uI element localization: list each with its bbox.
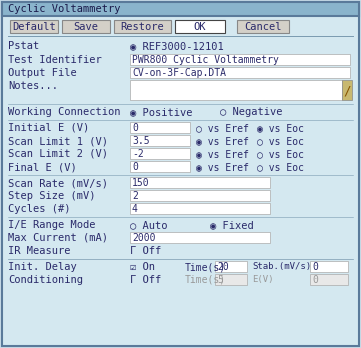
Text: Step Size (mV): Step Size (mV) — [8, 191, 96, 201]
Text: ◉ Fixed: ◉ Fixed — [210, 220, 254, 230]
Text: Cyclic Voltammetry: Cyclic Voltammetry — [8, 4, 121, 14]
Text: 150: 150 — [132, 178, 149, 188]
Text: Restore: Restore — [121, 22, 164, 32]
Text: ○ vs Eoc: ○ vs Eoc — [257, 162, 304, 172]
Text: Save: Save — [74, 22, 99, 32]
Bar — [175, 20, 225, 33]
Bar — [130, 135, 190, 146]
Bar — [2, 2, 359, 16]
Text: ◉ vs Eref: ◉ vs Eref — [196, 149, 249, 159]
Text: 0: 0 — [312, 275, 318, 285]
Text: Final E (V): Final E (V) — [8, 162, 77, 172]
Text: Γ Off: Γ Off — [130, 246, 161, 256]
Text: CV-on-3F-Cap.DTA: CV-on-3F-Cap.DTA — [132, 68, 226, 78]
Text: ◉ vs Eoc: ◉ vs Eoc — [257, 123, 304, 133]
Bar — [130, 54, 350, 65]
Text: Max Current (mA): Max Current (mA) — [8, 233, 108, 243]
Text: 5: 5 — [217, 275, 223, 285]
Text: 0: 0 — [132, 123, 138, 133]
Text: Pstat: Pstat — [8, 41, 39, 51]
Bar — [130, 177, 270, 188]
Bar — [130, 67, 350, 78]
Text: -2: -2 — [132, 149, 144, 159]
Text: ○ vs Eref: ○ vs Eref — [196, 123, 249, 133]
Text: ☑ On: ☑ On — [130, 262, 155, 272]
Text: Stab.(mV/s): Stab.(mV/s) — [252, 262, 311, 271]
Text: PWR800 Cyclic Voltammetry: PWR800 Cyclic Voltammetry — [132, 55, 279, 65]
Text: OK: OK — [194, 22, 206, 32]
Text: 0: 0 — [312, 262, 318, 272]
Text: IR Measure: IR Measure — [8, 246, 70, 256]
Text: 20: 20 — [217, 262, 229, 272]
Bar — [310, 261, 348, 272]
Text: 2000: 2000 — [132, 233, 156, 243]
Text: Time(s): Time(s) — [185, 262, 226, 272]
Text: ◉ vs Eref: ◉ vs Eref — [196, 162, 249, 172]
Text: Default: Default — [12, 22, 56, 32]
Bar — [237, 20, 289, 33]
Text: Working Connection: Working Connection — [8, 107, 121, 117]
Text: Cycles (#): Cycles (#) — [8, 204, 70, 214]
Text: 2: 2 — [132, 191, 138, 201]
Bar — [215, 261, 247, 272]
Text: Scan Limit 1 (V): Scan Limit 1 (V) — [8, 136, 108, 146]
Text: Time(s): Time(s) — [185, 275, 226, 285]
Text: Cancel: Cancel — [244, 22, 282, 32]
Text: ○ Negative: ○ Negative — [220, 107, 283, 117]
Text: ○ vs Eoc: ○ vs Eoc — [257, 136, 304, 146]
Bar — [215, 274, 247, 285]
Text: ◉ REF3000-12101: ◉ REF3000-12101 — [130, 41, 224, 51]
Text: Initial E (V): Initial E (V) — [8, 123, 89, 133]
Text: ◉ vs Eref: ◉ vs Eref — [196, 136, 249, 146]
Bar — [10, 20, 58, 33]
Text: Test Identifier: Test Identifier — [8, 55, 102, 65]
Bar — [130, 122, 190, 133]
Text: Conditioning: Conditioning — [8, 275, 83, 285]
Text: Scan Limit 2 (V): Scan Limit 2 (V) — [8, 149, 108, 159]
Bar — [114, 20, 171, 33]
Bar — [310, 274, 348, 285]
Text: ○ Auto: ○ Auto — [130, 220, 168, 230]
Text: ◉ Positive: ◉ Positive — [130, 107, 192, 117]
Text: /: / — [343, 84, 351, 97]
Text: 3.5: 3.5 — [132, 136, 149, 146]
Text: Scan Rate (mV/s): Scan Rate (mV/s) — [8, 178, 108, 188]
Bar — [130, 232, 270, 243]
Bar — [130, 203, 270, 214]
Text: Notes...: Notes... — [8, 81, 58, 91]
Text: I/E Range Mode: I/E Range Mode — [8, 220, 96, 230]
Bar — [130, 161, 190, 172]
Bar — [62, 20, 110, 33]
Bar — [130, 190, 270, 201]
Text: ○ vs Eoc: ○ vs Eoc — [257, 149, 304, 159]
Text: Γ Off: Γ Off — [130, 275, 161, 285]
Text: Output File: Output File — [8, 68, 77, 78]
Text: 0: 0 — [132, 162, 138, 172]
Text: Init. Delay: Init. Delay — [8, 262, 77, 272]
Text: E(V): E(V) — [252, 275, 274, 284]
Bar — [130, 80, 342, 100]
Bar — [342, 80, 352, 100]
Text: 4: 4 — [132, 204, 138, 214]
Bar — [130, 148, 190, 159]
